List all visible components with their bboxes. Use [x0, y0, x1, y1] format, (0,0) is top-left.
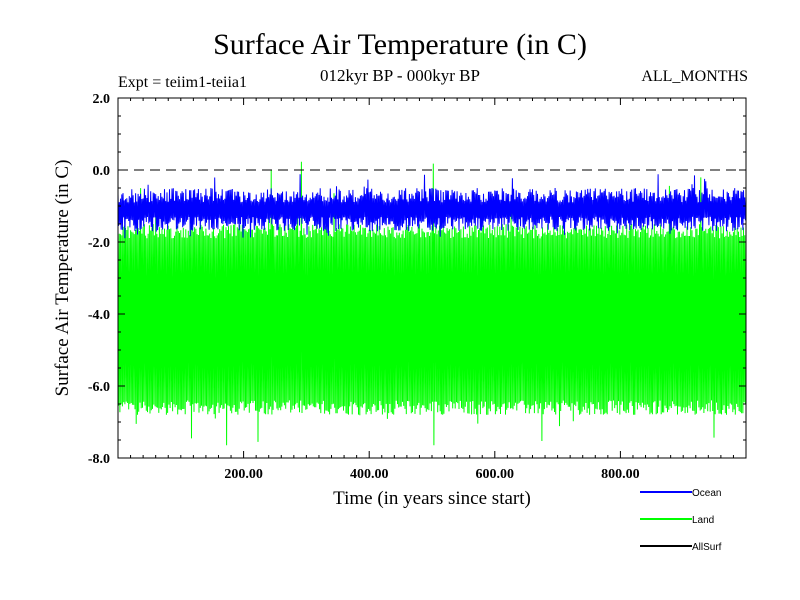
- series-line-ocean: [117, 174, 747, 239]
- y-axis-label: Surface Air Temperature (in C): [52, 160, 73, 397]
- y-tick-label: -6.0: [88, 380, 110, 395]
- experiment-label: Expt = teiim1-teiia1: [118, 74, 247, 91]
- y-tick-label: 0.0: [93, 164, 111, 179]
- x-tick-label: 600.00: [476, 467, 515, 482]
- chart-subtitle: 012kyr BP - 000kyr BP: [320, 66, 480, 85]
- chart-title: Surface Air Temperature (in C): [213, 28, 587, 61]
- legend-label-allsurf: AllSurf: [692, 542, 722, 553]
- y-tick-label: -8.0: [88, 452, 110, 467]
- y-tick-label: -2.0: [88, 236, 110, 251]
- x-tick-label: 200.00: [224, 467, 263, 482]
- series-line-land: [117, 161, 747, 446]
- x-axis-label: Time (in years since start): [333, 488, 531, 509]
- y-tick-label: 2.0: [93, 92, 111, 107]
- x-tick-label: 400.00: [350, 467, 389, 482]
- x-tick-label: 800.00: [601, 467, 640, 482]
- months-label: ALL_MONTHS: [641, 68, 748, 85]
- legend-label-land: Land: [692, 515, 714, 526]
- legend-label-ocean: Ocean: [692, 488, 721, 499]
- y-tick-label: -4.0: [88, 308, 110, 323]
